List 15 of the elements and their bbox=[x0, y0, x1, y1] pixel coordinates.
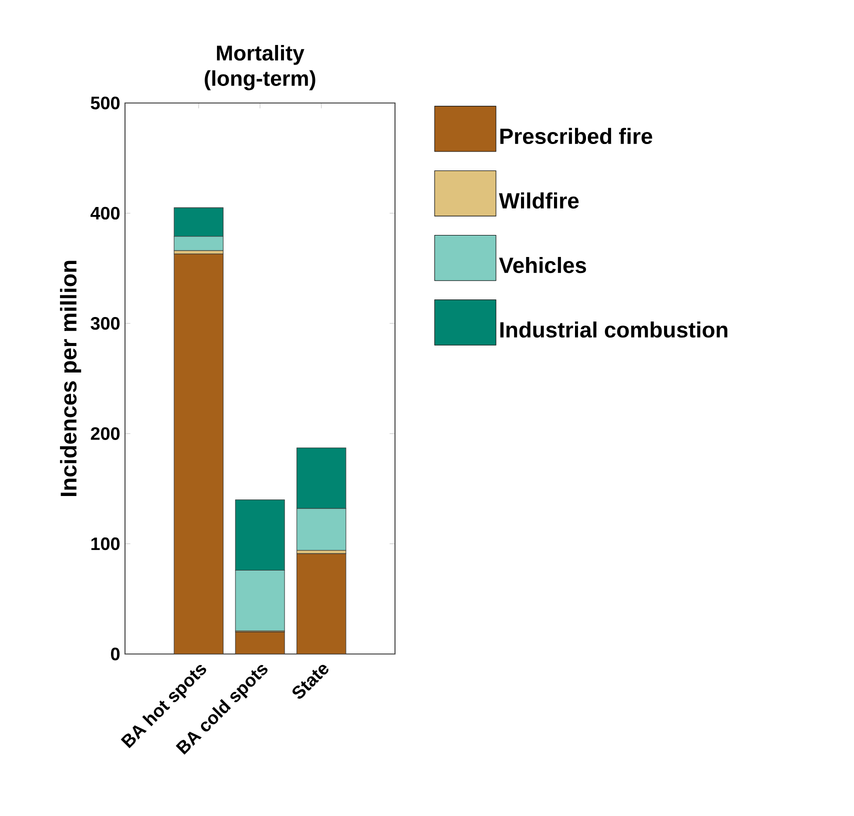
bar bbox=[296, 553, 346, 654]
legend-label: Prescribed fire bbox=[500, 128, 652, 144]
y-tick-label: 100 bbox=[91, 537, 120, 550]
chart-title: Mortality (long-term) bbox=[204, 44, 316, 90]
y-tick-label: 400 bbox=[90, 206, 120, 220]
legend-label: Wildfire bbox=[498, 192, 579, 209]
y-axis-title: Incidences per million bbox=[60, 260, 82, 496]
legend-label: Industrial combustion bbox=[500, 321, 728, 338]
legend-label: Vehicles bbox=[499, 256, 586, 274]
y-tick-label: 0 bbox=[110, 648, 120, 660]
y-tick-label: 200 bbox=[90, 427, 120, 440]
y-tick-label: 300 bbox=[90, 317, 120, 330]
y-tick-label: 500 bbox=[90, 96, 120, 110]
bar bbox=[174, 254, 224, 654]
bar bbox=[235, 632, 285, 654]
